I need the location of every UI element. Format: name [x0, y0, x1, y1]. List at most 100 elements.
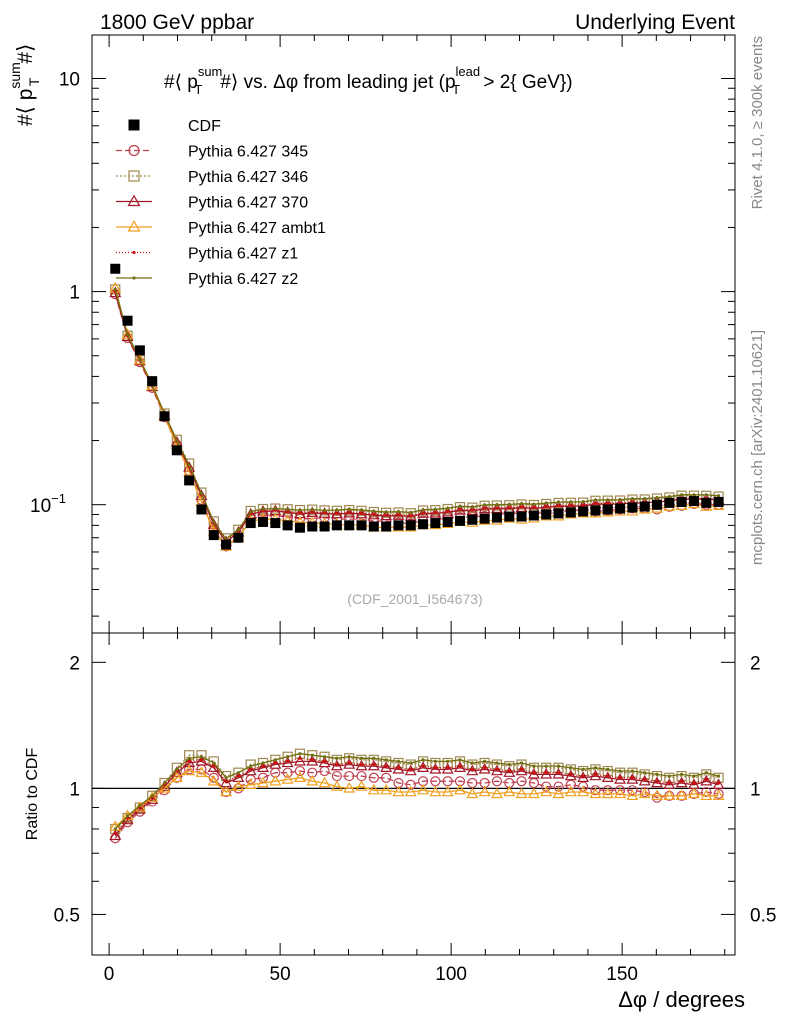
- series-point-pythia-6-427-z1: [556, 503, 561, 508]
- series-point-pythia-6-427-z2: [581, 500, 585, 504]
- ratio-point-pythia-6-427-z2: [630, 769, 634, 773]
- series-point-pythia-6-427-370: [244, 507, 257, 519]
- ratio-point-pythia-6-427-z2: [261, 761, 265, 765]
- ratio-line-pythia-6-427-ambt1: [114, 770, 719, 828]
- legend-swatch-marker: [132, 276, 136, 280]
- series-point-pythia-6-427-z1: [446, 509, 450, 514]
- ratio-point-pythia-6-427-ambt1: [170, 771, 183, 783]
- data-point-cdf: [688, 496, 699, 507]
- data-point-cdf: [553, 508, 564, 519]
- series-point-pythia-6-427-z2: [519, 501, 524, 506]
- data-point-cdf: [196, 504, 207, 515]
- x-tick-label: 150: [606, 964, 638, 985]
- ratio-point-pythia-6-427-z1: [556, 771, 561, 775]
- ratio-point-pythia-6-427-z1: [519, 767, 524, 771]
- series-point-pythia-6-427-z1: [606, 501, 610, 505]
- ratio-point-pythia-6-427-z2: [187, 756, 191, 760]
- ratio-point-pythia-6-427-ambt1: [441, 785, 454, 797]
- ratio-point-pythia-6-427-ambt1: [564, 785, 577, 797]
- series-point-pythia-6-427-346: [528, 499, 539, 511]
- ratio-point-pythia-6-427-370: [269, 758, 282, 769]
- series-point-pythia-6-427-z2: [199, 491, 204, 495]
- ratio-point-pythia-6-427-ambt1: [700, 789, 713, 801]
- ratio-point-pythia-6-427-345: [602, 785, 613, 796]
- legend-label: Pythia 6.427 ambt1: [188, 220, 326, 237]
- data-point-cdf: [405, 520, 416, 531]
- data-point-cdf: [578, 506, 589, 517]
- ratio-point-pythia-6-427-ambt1: [306, 774, 319, 786]
- ratio-point-pythia-6-427-370: [293, 754, 306, 766]
- ratio-point-pythia-6-427-ambt1: [626, 789, 639, 801]
- series-point-pythia-6-427-370: [343, 506, 356, 518]
- ratio-point-pythia-6-427-z1: [507, 769, 511, 773]
- ratio-point-pythia-6-427-ambt1: [355, 780, 368, 791]
- series-line-pythia-6-427-345: [114, 294, 719, 548]
- ratio-point-pythia-6-427-z2: [421, 758, 425, 762]
- ratio-point-pythia-6-427-z1: [249, 767, 253, 771]
- ratio-point-pythia-6-427-ambt1: [220, 785, 233, 797]
- series-point-pythia-6-427-z2: [261, 507, 265, 511]
- series-point-pythia-6-427-z2: [298, 508, 302, 512]
- ratio-point-pythia-6-427-z2: [606, 767, 610, 771]
- ratio-point-pythia-6-427-345: [381, 772, 392, 783]
- ratio-point-pythia-6-427-370: [614, 773, 627, 784]
- data-point-cdf: [122, 315, 133, 326]
- ratio-point-pythia-6-427-z1: [396, 766, 401, 770]
- series-point-pythia-6-427-z2: [175, 439, 179, 443]
- ratio-tick-label-right: 2: [750, 653, 761, 674]
- ratio-point-pythia-6-427-370: [318, 756, 331, 768]
- data-point-cdf: [159, 411, 170, 422]
- series-point-pythia-6-427-z2: [704, 493, 708, 497]
- ratio-point-pythia-6-427-z2: [680, 772, 684, 776]
- ratio-point-pythia-6-427-z1: [372, 762, 376, 767]
- ratio-point-pythia-6-427-370: [503, 766, 516, 777]
- ratio-point-pythia-6-427-ambt1: [527, 787, 540, 799]
- series-point-pythia-6-427-z1: [372, 512, 376, 516]
- ratio-point-pythia-6-427-z1: [470, 767, 474, 771]
- data-point-cdf: [541, 509, 552, 520]
- ratio-point-pythia-6-427-345: [405, 779, 416, 790]
- ratio-point-pythia-6-427-z2: [212, 761, 216, 765]
- ratio-group: 0.5 0.5 1 1 2 2: [54, 653, 776, 956]
- series-point-pythia-6-427-z2: [458, 504, 462, 508]
- ratio-point-pythia-6-427-ambt1: [478, 785, 491, 797]
- series-point-pythia-6-427-z2: [483, 503, 487, 507]
- ratio-point-pythia-6-427-ambt1: [232, 780, 245, 791]
- y-tick-label: 1: [69, 283, 80, 304]
- series-point-pythia-6-427-z2: [310, 508, 314, 512]
- series-point-pythia-6-427-z2: [421, 508, 425, 512]
- ratio-point-pythia-6-427-z2: [507, 762, 511, 767]
- series-point-pythia-6-427-346: [491, 500, 503, 511]
- header-left: 1800 GeV ppbar: [100, 11, 254, 34]
- ratio-point-pythia-6-427-370: [380, 761, 393, 772]
- series-point-pythia-6-427-z2: [372, 509, 376, 513]
- data-point-cdf: [491, 512, 502, 523]
- series-point-pythia-6-427-z2: [680, 493, 684, 497]
- ratio-point-pythia-6-427-370: [564, 769, 577, 781]
- ratio-point-pythia-6-427-z1: [236, 774, 240, 778]
- ratio-point-pythia-6-427-ambt1: [687, 787, 700, 799]
- data-group: [110, 263, 724, 550]
- ratio-point-pythia-6-427-z1: [409, 767, 413, 771]
- ratio-point-pythia-6-427-z1: [446, 766, 450, 770]
- ratio-point-pythia-6-427-z2: [125, 814, 130, 818]
- ratio-point-pythia-6-427-370: [527, 767, 540, 779]
- series-point-pythia-6-427-z2: [606, 498, 610, 502]
- ratio-point-pythia-6-427-345: [516, 776, 527, 787]
- data-point-cdf: [208, 530, 219, 541]
- data-point-cdf: [147, 376, 158, 387]
- series-point-pythia-6-427-z2: [470, 505, 474, 509]
- series-point-pythia-6-427-z1: [335, 511, 339, 515]
- ratio-point-pythia-6-427-z1: [458, 764, 462, 768]
- series-point-pythia-6-427-z2: [335, 508, 339, 512]
- ratio-tick-label: 1: [69, 779, 80, 800]
- series-point-pythia-6-427-346: [565, 497, 576, 508]
- data-point-cdf: [171, 445, 182, 456]
- ratio-point-pythia-6-427-ambt1: [404, 785, 417, 797]
- ratio-point-pythia-6-427-z2: [335, 756, 339, 760]
- series-point-pythia-6-427-z2: [593, 498, 598, 502]
- ratio-point-pythia-6-427-z1: [643, 777, 647, 782]
- ratio-point-pythia-6-427-z2: [581, 767, 585, 771]
- series-point-pythia-6-427-z2: [384, 510, 388, 514]
